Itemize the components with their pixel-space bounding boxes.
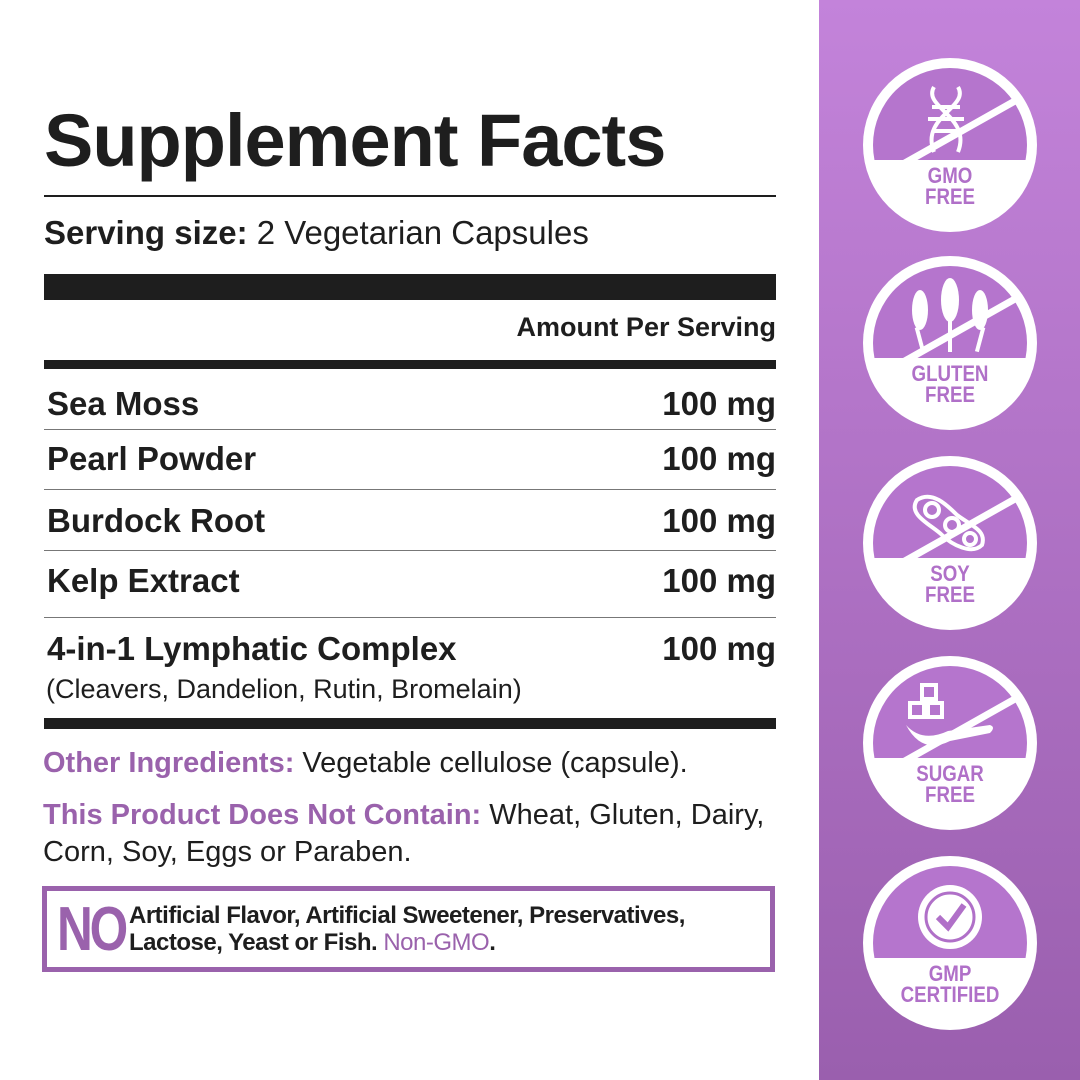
badge-line2: CERTIFIED (900, 982, 1000, 1007)
other-ingredients: Other Ingredients: Vegetable cellulose (… (43, 745, 783, 782)
no-additives-text: Artificial Flavor, Artificial Sweetener,… (129, 902, 685, 956)
badge-line1: GMO (927, 163, 973, 188)
badge-sugar: SUGAR FREE (862, 655, 1038, 831)
badge-gmo: GMO FREE (862, 57, 1038, 233)
page-title: Supplement Facts (44, 99, 666, 182)
thick-divider (44, 360, 776, 369)
badge-line2: FREE (925, 382, 975, 407)
ingredient-name: 4-in-1 Lymphatic Complex (47, 630, 457, 667)
ingredient-name: Pearl Powder (47, 440, 257, 477)
ingredient-amount: 100 mg (662, 502, 776, 539)
serving-value: 2 Vegetarian Capsules (256, 214, 589, 251)
amount-header: Amount Per Serving (516, 312, 776, 342)
badge-text: GLUTEN FREE (875, 361, 1025, 407)
soybean-icon (863, 456, 1037, 630)
no-line1: Artificial Flavor, Artificial Sweetener,… (129, 902, 685, 929)
ingredient-name: Burdock Root (47, 502, 266, 539)
badge-line2: FREE (925, 582, 975, 607)
badge-line1: SOY (930, 561, 970, 586)
table-row: Burdock Root 100 mg (47, 502, 776, 540)
badge-gmp: GMP CERTIFIED (862, 855, 1038, 1031)
no-additives-box: NO Artificial Flavor, Artificial Sweeten… (42, 886, 775, 972)
not-contain-label: This Product Does Not Contain: (43, 799, 482, 831)
table-row: Pearl Powder 100 mg (47, 440, 776, 478)
thick-divider (44, 274, 776, 300)
row-divider (44, 489, 776, 490)
row-divider (44, 550, 776, 551)
does-not-contain: This Product Does Not Contain: Wheat, Gl… (43, 797, 783, 871)
thick-divider (44, 718, 776, 729)
badge-line2: FREE (925, 184, 975, 209)
complex-detail: (Cleavers, Dandelion, Rutin, Bromelain) (46, 674, 522, 704)
ingredient-amount: 100 mg (662, 440, 776, 477)
not-contain-value: Wheat, Gluten, Dairy, Corn, Soy, Eggs or… (43, 799, 765, 868)
badge-line1: GLUTEN (911, 361, 989, 386)
badge-gluten: GLUTEN FREE (862, 255, 1038, 431)
row-divider (44, 617, 776, 618)
ingredient-name: Sea Moss (47, 385, 200, 422)
ingredient-name: Kelp Extract (47, 562, 240, 599)
dna-icon (863, 58, 1037, 232)
ingredient-amount: 100 mg (662, 630, 776, 667)
badge-text: SUGAR FREE (875, 761, 1025, 807)
no-end: . (489, 929, 496, 956)
table-row: 4-in-1 Lymphatic Complex 100 mg (47, 630, 776, 668)
badge-line1: SUGAR (916, 761, 984, 786)
badge-text: GMP CERTIFIED (875, 961, 1025, 1007)
no-label: NO (57, 894, 128, 964)
other-label: Other Ingredients: (43, 747, 295, 779)
badge-line1: GMP (928, 961, 972, 986)
serving-label: Serving size: (44, 214, 248, 251)
non-gmo: Non-GMO (383, 929, 490, 956)
other-value: Vegetable cellulose (capsule). (302, 747, 688, 779)
badge-text: SOY FREE (875, 561, 1025, 607)
ingredient-amount: 100 mg (662, 562, 776, 599)
table-row: Sea Moss 100 mg (47, 385, 776, 423)
badge-line2: FREE (925, 782, 975, 807)
table-row: Kelp Extract 100 mg (47, 562, 776, 600)
check-seal-icon (863, 856, 1037, 1030)
divider (44, 195, 776, 197)
badge-soy: SOY FREE (862, 455, 1038, 631)
wheat-icon (863, 256, 1037, 430)
ingredient-amount: 100 mg (662, 385, 776, 422)
sugar-spoon-icon (863, 656, 1037, 830)
badge-text: GMO FREE (875, 163, 1025, 209)
serving-size: Serving size: 2 Vegetarian Capsules (44, 214, 589, 252)
row-divider (44, 429, 776, 430)
no-line2: Lactose, Yeast or Fish. (129, 929, 378, 956)
